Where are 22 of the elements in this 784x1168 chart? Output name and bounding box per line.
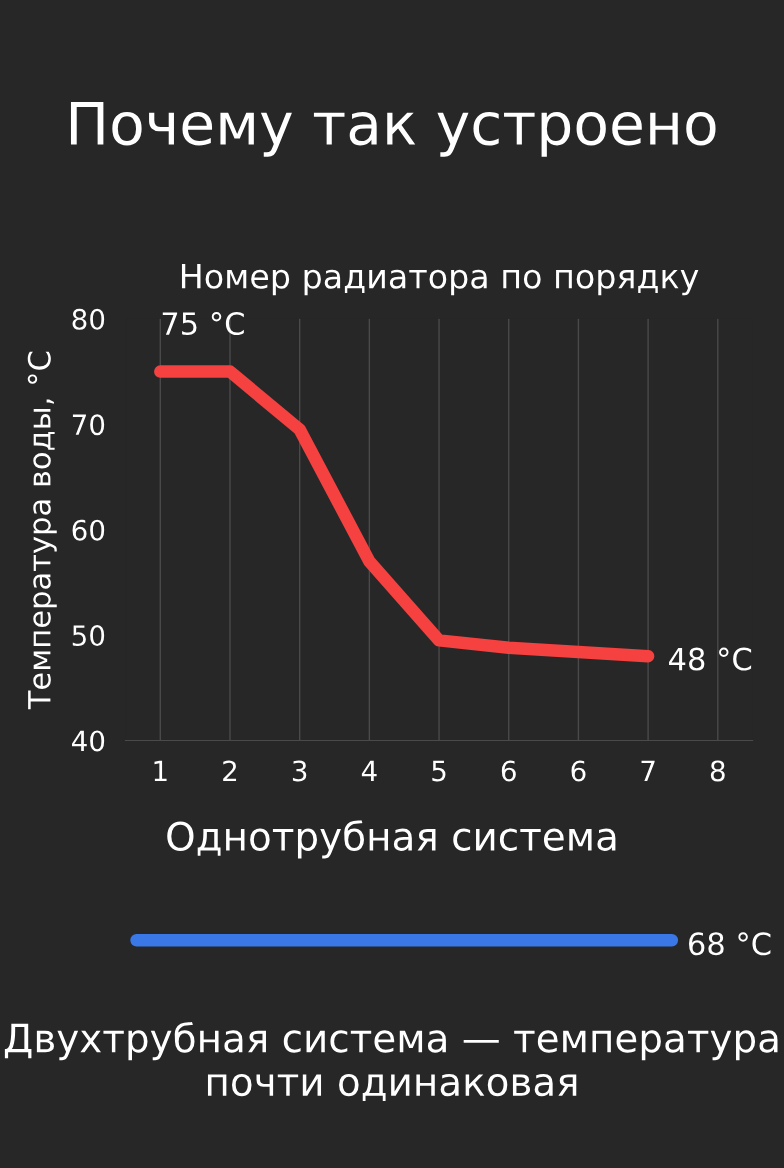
x-tick-label: 1 [154,760,167,782]
data-label: 75 °C [162,311,244,336]
x-tick-label: 7 [641,760,655,782]
x-tick-label: 6 [571,760,586,782]
x-axis-title: Номер радиатора по порядку [181,264,699,296]
chart-title: Почему так устроено [70,102,716,157]
y-tick-label: 80 [72,308,105,330]
x-tick-label: 8 [710,760,725,782]
data-label: 48 °C [669,647,752,671]
y-axis-title: Температура воды, °C [27,351,57,710]
text: 68 °C [689,932,771,956]
text: Однотрубная система [167,820,616,859]
y-tick-label: 70 [72,414,105,436]
x-tick-label: 2 [223,760,237,782]
x-tick-label: 4 [361,760,377,782]
text: Двухтрубная система — температура почти одинаковая [4,1021,778,1102]
y-tick-label: 40 [72,730,105,752]
y-tick-label: 60 [72,519,105,541]
x-tick-label: 5 [432,760,446,782]
x-tick-label: 3 [292,760,307,782]
x-tick-label: 6 [501,760,516,782]
y-tick-label: 50 [72,625,105,647]
